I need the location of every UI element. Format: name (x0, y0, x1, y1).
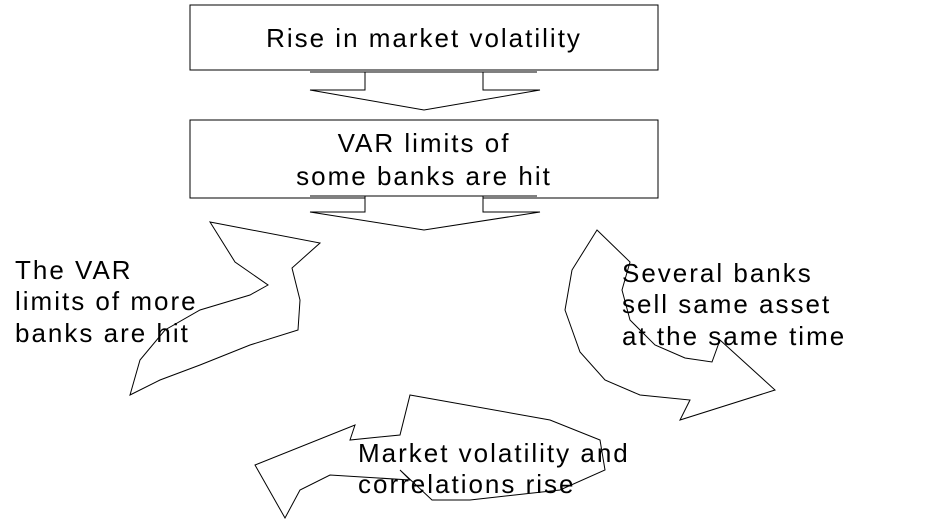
node-text: sell same asset (622, 289, 831, 319)
node-text: VAR limits of (338, 128, 511, 158)
curved-arrow (254, 394, 606, 520)
curved-arrow (129, 221, 322, 396)
node-text: at the same time (622, 321, 846, 351)
node-text: banks are hit (15, 318, 190, 348)
node-text: correlations rise (358, 469, 576, 499)
curved-arrow (564, 229, 776, 421)
node-text: limits of more (15, 286, 198, 316)
box (189, 4, 659, 71)
node-text: some banks are hit (296, 161, 552, 191)
box (189, 119, 659, 199)
node-text: Rise in market volatility (266, 23, 582, 53)
node-text: Market volatility and (358, 438, 630, 468)
node-text: Several banks (622, 258, 813, 288)
arrow-down (309, 71, 541, 111)
arrow-down (309, 195, 541, 231)
node-text: The VAR (15, 255, 133, 285)
